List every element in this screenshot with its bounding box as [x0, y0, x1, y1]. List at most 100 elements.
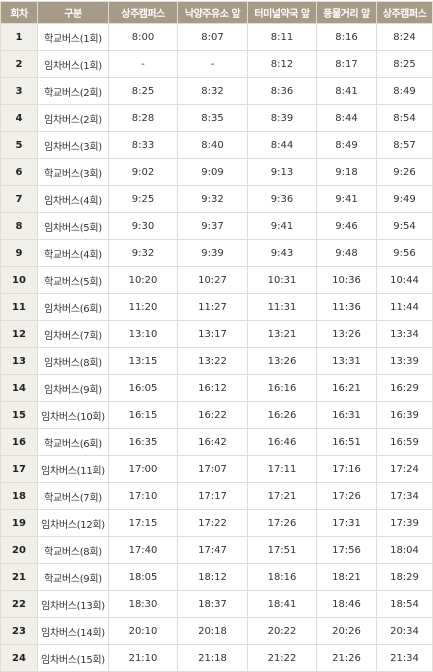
pungmul-time: 17:26: [316, 482, 377, 510]
bus-type-cell: 임차버스(12회): [37, 509, 109, 537]
bus-type-cell: 임차버스(6회): [37, 293, 109, 321]
bus-type-cell: 학교버스(2회): [37, 77, 109, 105]
nakyang-time: 10:27: [177, 266, 248, 294]
round-cell: 10: [0, 266, 38, 294]
nakyang-time: 17:17: [177, 482, 248, 510]
campus-depart-time: 9:30: [108, 212, 178, 240]
terminal-time: 16:16: [247, 374, 317, 402]
campus-arrive-time: 9:49: [376, 185, 433, 213]
terminal-time: 10:31: [247, 266, 317, 294]
campus-depart-time: 17:10: [108, 482, 178, 510]
terminal-time: 9:43: [247, 239, 317, 267]
table-row: 8 임차버스(5회) 9:30 9:37 9:41 9:46 9:54: [0, 212, 433, 240]
campus-depart-time: 13:10: [108, 320, 178, 348]
pungmul-time: 8:44: [316, 104, 377, 132]
nakyang-time: 21:18: [177, 644, 248, 672]
nakyang-time: 9:37: [177, 212, 248, 240]
campus-depart-time: 9:25: [108, 185, 178, 213]
round-cell: 16: [0, 428, 38, 456]
header-round: 회차: [0, 1, 38, 24]
pungmul-time: 16:51: [316, 428, 377, 456]
table-row: 9 학교버스(4회) 9:32 9:39 9:43 9:48 9:56: [0, 239, 433, 267]
terminal-time: 17:26: [247, 509, 317, 537]
terminal-time: 9:36: [247, 185, 317, 213]
campus-depart-time: 10:20: [108, 266, 178, 294]
campus-arrive-time: 17:34: [376, 482, 433, 510]
pungmul-time: 18:21: [316, 563, 377, 591]
campus-arrive-time: 8:57: [376, 131, 433, 159]
bus-type-cell: 학교버스(1회): [37, 23, 109, 51]
campus-depart-time: 8:28: [108, 104, 178, 132]
nakyang-time: 8:35: [177, 104, 248, 132]
campus-arrive-time: 16:29: [376, 374, 433, 402]
round-cell: 23: [0, 617, 38, 645]
table-row: 18 학교버스(7회) 17:10 17:17 17:21 17:26 17:34: [0, 482, 433, 510]
terminal-time: 17:11: [247, 455, 317, 483]
nakyang-time: 9:39: [177, 239, 248, 267]
campus-depart-time: 8:00: [108, 23, 178, 51]
header-stop-campus-depart: 상주캠퍼스: [108, 1, 178, 24]
campus-arrive-time: 9:54: [376, 212, 433, 240]
nakyang-time: 20:18: [177, 617, 248, 645]
campus-depart-time: 18:30: [108, 590, 178, 618]
campus-depart-time: 18:05: [108, 563, 178, 591]
header-stop-terminal: 터미널약국 앞: [247, 1, 317, 24]
bus-type-cell: 임차버스(9회): [37, 374, 109, 402]
pungmul-time: 9:48: [316, 239, 377, 267]
pungmul-time: 20:26: [316, 617, 377, 645]
table-row: 17 임차버스(11회) 17:00 17:07 17:11 17:16 17:24: [0, 455, 433, 483]
pungmul-time: 17:31: [316, 509, 377, 537]
pungmul-time: 16:31: [316, 401, 377, 429]
campus-arrive-time: 17:24: [376, 455, 433, 483]
header-stop-campus-arrive: 상주캠퍼스: [376, 1, 433, 24]
table-row: 14 임차버스(9회) 16:05 16:12 16:16 16:21 16:29: [0, 374, 433, 402]
round-cell: 24: [0, 644, 38, 672]
table-row: 13 임차버스(8회) 13:15 13:22 13:26 13:31 13:39: [0, 347, 433, 375]
table-row: 16 학교버스(6회) 16:35 16:42 16:46 16:51 16:59: [0, 428, 433, 456]
campus-depart-time: 16:15: [108, 401, 178, 429]
bus-type-cell: 임차버스(15회): [37, 644, 109, 672]
nakyang-time: 11:27: [177, 293, 248, 321]
bus-type-cell: 임차버스(11회): [37, 455, 109, 483]
bus-type-cell: 학교버스(6회): [37, 428, 109, 456]
terminal-time: 21:22: [247, 644, 317, 672]
campus-arrive-time: 20:34: [376, 617, 433, 645]
terminal-time: 17:21: [247, 482, 317, 510]
table-row: 22 임차버스(13회) 18:30 18:37 18:41 18:46 18:54: [0, 590, 433, 618]
header-row: 회차 구분 상주캠퍼스 낙양주유소 앞 터미널약국 앞 풍물거리 앞 상주캠퍼스: [0, 1, 433, 24]
bus-type-cell: 학교버스(5회): [37, 266, 109, 294]
terminal-time: 8:11: [247, 23, 317, 51]
bus-type-cell: 임차버스(14회): [37, 617, 109, 645]
nakyang-time: 9:32: [177, 185, 248, 213]
nakyang-time: 9:09: [177, 158, 248, 186]
terminal-time: 8:36: [247, 77, 317, 105]
pungmul-time: 10:36: [316, 266, 377, 294]
pungmul-time: 21:26: [316, 644, 377, 672]
pungmul-time: 8:17: [316, 50, 377, 78]
table-row: 15 임차버스(10회) 16:15 16:22 16:26 16:31 16:39: [0, 401, 433, 429]
campus-arrive-time: 18:54: [376, 590, 433, 618]
campus-arrive-time: 16:59: [376, 428, 433, 456]
bus-type-cell: 임차버스(10회): [37, 401, 109, 429]
campus-arrive-time: 16:39: [376, 401, 433, 429]
table-row: 1 학교버스(1회) 8:00 8:07 8:11 8:16 8:24: [0, 23, 433, 51]
round-cell: 14: [0, 374, 38, 402]
round-cell: 13: [0, 347, 38, 375]
round-cell: 4: [0, 104, 38, 132]
campus-depart-time: 16:35: [108, 428, 178, 456]
terminal-time: 8:44: [247, 131, 317, 159]
pungmul-time: 17:56: [316, 536, 377, 564]
campus-depart-time: 17:00: [108, 455, 178, 483]
header-stop-pungmul: 풍물거리 앞: [316, 1, 377, 24]
terminal-time: 11:31: [247, 293, 317, 321]
bus-type-cell: 학교버스(8회): [37, 536, 109, 564]
campus-arrive-time: 9:26: [376, 158, 433, 186]
bus-type-cell: 임차버스(2회): [37, 104, 109, 132]
pungmul-time: 9:41: [316, 185, 377, 213]
bus-type-cell: 학교버스(3회): [37, 158, 109, 186]
campus-depart-time: 13:15: [108, 347, 178, 375]
nakyang-time: 8:40: [177, 131, 248, 159]
nakyang-time: 8:32: [177, 77, 248, 105]
campus-arrive-time: 11:44: [376, 293, 433, 321]
terminal-time: 13:21: [247, 320, 317, 348]
